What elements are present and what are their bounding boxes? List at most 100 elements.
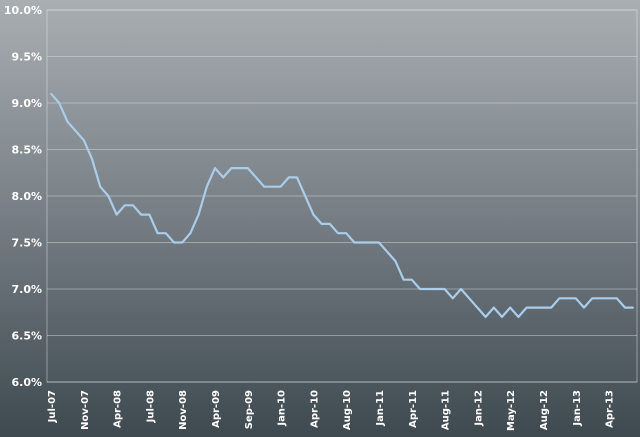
data-point <box>534 306 536 309</box>
x-axis: Jul-07 Nov-07 Apr-08 Jul-08 Nov-08 Apr-09 Sep-… <box>47 390 616 431</box>
data-point <box>312 213 315 216</box>
y-tick-label: 9.0% <box>11 97 42 110</box>
data-point <box>247 167 249 169</box>
data-point <box>378 241 380 244</box>
data-point <box>288 176 290 179</box>
data-point <box>435 288 438 290</box>
x-tick-label: Apr-10 <box>309 390 320 428</box>
data-point <box>525 306 528 309</box>
data-point <box>263 185 266 188</box>
series-line <box>50 92 634 318</box>
data-point <box>386 251 389 253</box>
data-point <box>452 297 454 300</box>
data-point <box>320 223 323 225</box>
data-point <box>550 306 552 309</box>
data-point <box>402 278 405 281</box>
data-point <box>206 185 208 188</box>
x-tick-label: Jul-07 <box>47 390 58 423</box>
data-points <box>50 92 634 318</box>
data-point <box>575 297 577 300</box>
data-point <box>74 130 77 132</box>
data-point <box>624 306 626 309</box>
data-point <box>230 167 233 169</box>
x-tick-label: Apr-13 <box>605 390 616 428</box>
data-point <box>443 288 446 290</box>
data-point <box>50 92 52 95</box>
data-point <box>370 241 372 244</box>
y-tick-label: 7.0% <box>11 283 42 296</box>
data-point <box>607 297 610 300</box>
data-point <box>140 213 142 216</box>
data-point <box>99 185 101 188</box>
data-point <box>599 297 602 300</box>
data-point <box>558 297 561 300</box>
y-tick-label: 6.0% <box>11 376 42 389</box>
data-point <box>279 185 282 188</box>
y-tick-label: 8.0% <box>11 190 42 203</box>
y-tick-label: 10.0% <box>4 4 42 17</box>
data-point <box>222 176 224 179</box>
x-tick-label: Apr-11 <box>408 390 419 428</box>
data-point <box>329 223 331 225</box>
data-point <box>394 260 397 262</box>
data-point <box>173 241 175 244</box>
y-tick-label: 6.5% <box>11 330 42 343</box>
data-point <box>517 316 520 318</box>
x-tick-label: Nov-07 <box>80 390 91 430</box>
data-point <box>91 158 93 160</box>
data-point <box>197 213 200 216</box>
x-tick-label: Jul-08 <box>145 390 156 423</box>
x-tick-label: Apr-09 <box>211 390 222 428</box>
data-point <box>107 195 110 197</box>
data-point <box>616 297 618 300</box>
data-point <box>132 204 134 207</box>
x-tick-label: Jan-10 <box>277 390 288 427</box>
data-point <box>493 306 495 309</box>
x-tick-label: Jan-12 <box>473 390 484 427</box>
x-tick-label: Aug-11 <box>441 390 452 430</box>
y-tick-label: 7.5% <box>11 237 42 250</box>
data-point <box>115 213 118 216</box>
data-point <box>238 167 241 169</box>
data-point <box>427 288 430 290</box>
data-point <box>165 232 167 234</box>
data-point <box>591 297 593 300</box>
data-point <box>509 306 512 309</box>
data-point <box>181 241 183 244</box>
gridlines <box>46 9 638 383</box>
y-axis: 6.0% 6.5% 7.0% 7.5% 8.0% 8.5% 9.0% 9.5% 10.0% <box>4 4 42 389</box>
data-point <box>156 232 159 234</box>
x-tick-label: Jan-11 <box>375 390 386 427</box>
data-point <box>501 316 503 318</box>
data-point <box>83 139 85 141</box>
y-tick-label: 9.5% <box>11 51 42 64</box>
data-point <box>189 232 192 234</box>
y-tick-label: 8.5% <box>11 144 42 157</box>
data-point <box>411 278 413 281</box>
data-point <box>66 120 69 123</box>
data-point <box>419 288 421 290</box>
plot-border <box>46 9 638 383</box>
data-point <box>566 297 569 300</box>
x-tick-label: Apr-08 <box>113 390 124 428</box>
data-point <box>304 195 307 197</box>
data-point <box>124 204 126 207</box>
x-tick-label: Sep-09 <box>244 390 255 429</box>
data-point <box>271 185 274 188</box>
data-point <box>148 213 151 216</box>
data-point <box>337 232 339 234</box>
data-point <box>214 167 216 169</box>
data-point <box>255 176 257 179</box>
x-tick-label: Aug-12 <box>539 390 550 430</box>
data-point <box>542 306 544 309</box>
data-point <box>460 288 462 290</box>
data-point <box>353 241 356 244</box>
data-point <box>296 176 298 179</box>
data-point <box>632 306 634 309</box>
data-point <box>476 306 479 309</box>
x-tick-label: May-12 <box>506 390 517 431</box>
data-point <box>468 297 471 300</box>
data-point <box>345 232 348 234</box>
data-point <box>361 241 364 244</box>
